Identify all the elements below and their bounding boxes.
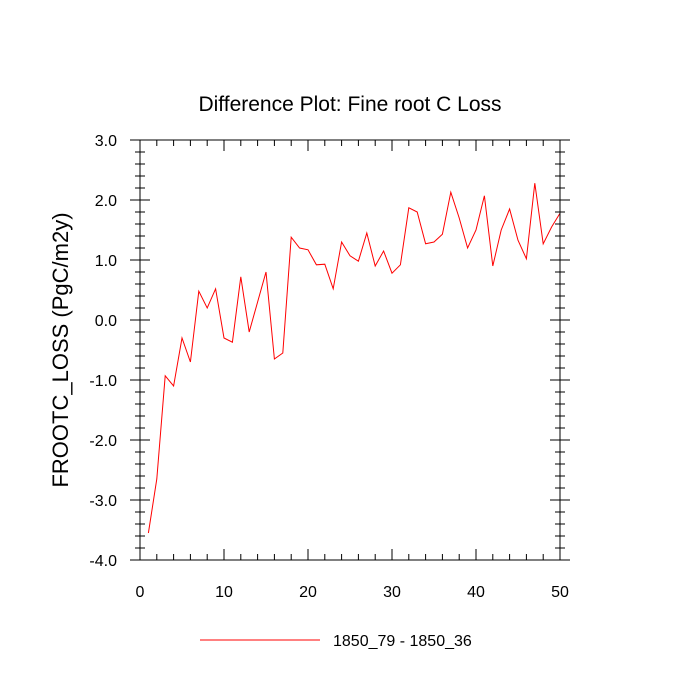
y-tick-label: 0.0 <box>95 313 117 330</box>
y-tick-label: 1.0 <box>95 253 117 270</box>
y-tick-label: 2.0 <box>95 193 117 210</box>
y-tick-label: -3.0 <box>89 493 117 510</box>
y-tick-label: -4.0 <box>89 553 117 570</box>
plot-frame <box>139 139 561 561</box>
y-tick-label: 3.0 <box>95 133 117 150</box>
axis-tick-labels: 0 10 20 30 40 50 -4.0 -3.0 -2.0 -1.0 0.0 1.0 2.0 3.0 <box>89 133 569 601</box>
legend-entry: 1850_79 - 1850_36 <box>333 633 472 650</box>
x-tick-label: 20 <box>299 584 317 601</box>
x-tick-label: 50 <box>551 584 569 601</box>
x-tick-label: 30 <box>383 584 401 601</box>
x-tick-label: 0 <box>136 584 145 601</box>
series-line <box>147 183 561 534</box>
x-tick-label: 40 <box>467 584 485 601</box>
y-tick-label: -2.0 <box>89 433 117 450</box>
legend: 1850_79 - 1850_36 <box>200 633 472 650</box>
y-axis-label: FROOTC_LOSS (PgC/m2y) <box>48 212 73 487</box>
x-tick-label: 10 <box>215 584 233 601</box>
y-tick-label: -1.0 <box>89 373 117 390</box>
series-layer <box>147 183 561 534</box>
chart-title: Difference Plot: Fine root C Loss <box>198 93 501 116</box>
axis-ticks <box>130 139 570 561</box>
